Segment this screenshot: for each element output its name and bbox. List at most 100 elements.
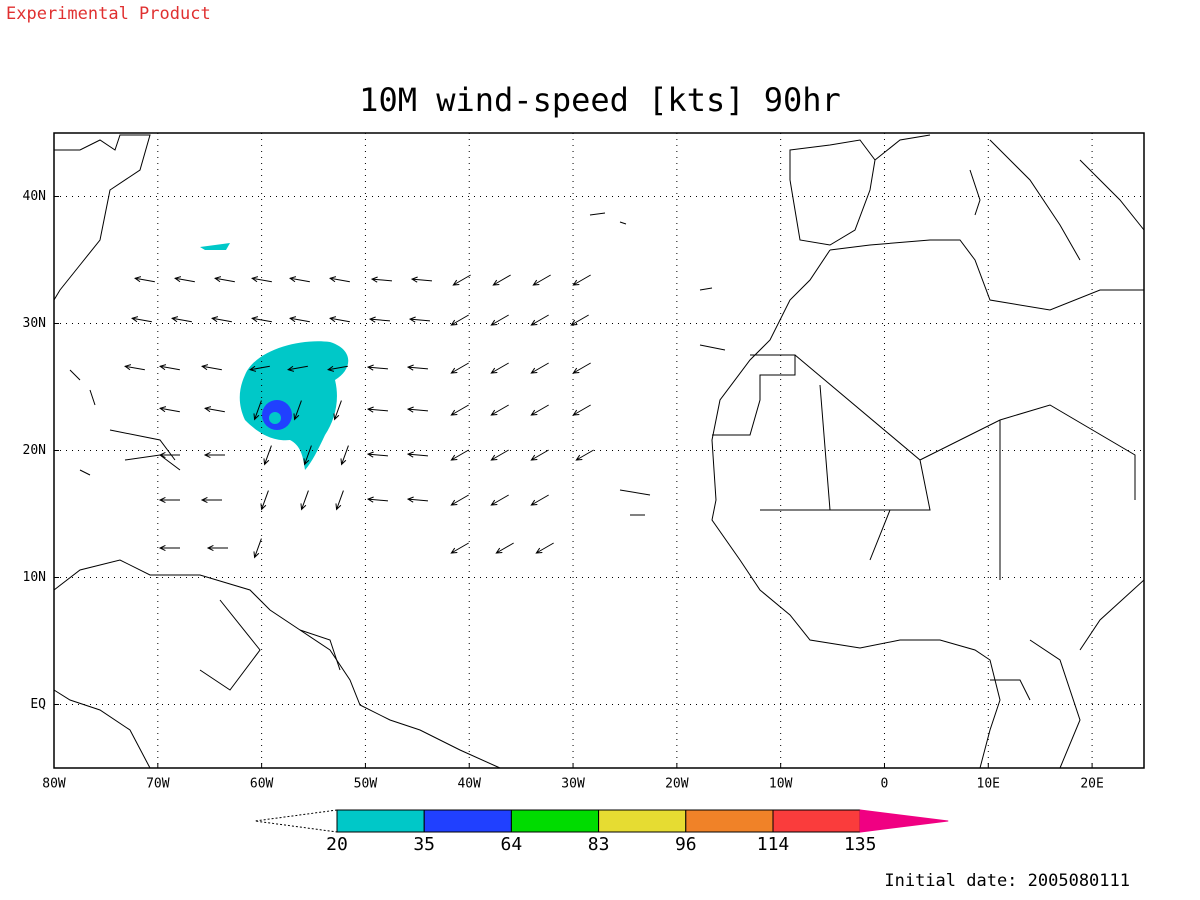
colorbar-over (859, 809, 949, 833)
wind-arrow (159, 364, 180, 371)
wind-arrow (289, 276, 310, 283)
lon-tick-label: 40W (457, 777, 481, 792)
wind-arrow (572, 404, 591, 416)
wind-arrow (200, 496, 222, 504)
coastline (711, 249, 1001, 769)
wind-arrow (293, 400, 302, 421)
lon-tick-label: 20E (1080, 777, 1103, 792)
colorbar-under (254, 809, 338, 833)
wind-arrow (490, 449, 509, 461)
wind-vectors (124, 274, 594, 559)
wind-arrow (530, 449, 549, 461)
wind-arrow (572, 362, 591, 374)
wind-arrow (263, 445, 272, 466)
wind-arrow (204, 406, 225, 413)
wind-arrow (287, 365, 308, 372)
wind-arrow (450, 494, 469, 506)
map (53, 132, 1145, 769)
lon-tick-label: 30W (561, 777, 585, 792)
wind-arrow (490, 494, 509, 506)
colorbar-label: 64 (501, 834, 523, 855)
wind-arrow (158, 496, 180, 504)
wind-arrow (575, 449, 594, 461)
wind-arrow (201, 364, 222, 371)
wind-arrow (158, 451, 180, 459)
product-label: Experimental Product (6, 4, 211, 24)
wind-arrow (124, 364, 145, 371)
colorbar-segment (510, 809, 600, 833)
colorbar-label: 83 (588, 834, 610, 855)
wind-arrow (370, 276, 393, 283)
lon-tick-label: 80W (42, 777, 66, 792)
wind-arrow (368, 316, 391, 323)
lon-tick-label: 70W (146, 777, 170, 792)
wind-arrow (572, 274, 591, 286)
wind-arrow (171, 316, 192, 323)
wind-arrow (253, 400, 262, 421)
coastline (874, 134, 1145, 261)
coastline (829, 239, 1144, 311)
wind-arrow (253, 538, 262, 559)
coastline (53, 599, 341, 769)
wind-arrow (289, 316, 310, 323)
colorbar-segment (336, 809, 425, 833)
colorbar-label: 114 (757, 834, 790, 855)
coastline (53, 559, 501, 769)
wind-arrow (366, 451, 389, 458)
lon-tick-label: 0 (881, 777, 889, 792)
wind-arrow (335, 490, 344, 511)
wind-arrow (530, 362, 549, 374)
wind-arrow (366, 364, 389, 371)
wind-arrow (134, 276, 155, 283)
lat-tick-label: 20N (23, 443, 46, 458)
wind-arrow (532, 274, 551, 286)
wind-arrow (406, 406, 429, 413)
wind-arrow (450, 362, 469, 374)
wind-area (239, 341, 349, 470)
wind-arrow (450, 542, 469, 554)
wind-arrow (450, 449, 469, 461)
lon-tick-label: 10E (977, 777, 1000, 792)
wind-arrow (530, 404, 549, 416)
lon-tick-label: 60W (250, 777, 274, 792)
wind-area (200, 243, 230, 250)
wind-arrow (159, 406, 180, 413)
wind-arrow (131, 316, 152, 323)
colorbar-label: 35 (413, 834, 435, 855)
wind-arrow (158, 544, 180, 552)
wind-arrow (492, 274, 511, 286)
coastline (990, 579, 1145, 769)
coastline (589, 212, 726, 516)
wind-arrow (327, 365, 348, 372)
wind-arrow (530, 494, 549, 506)
wind-arrow (329, 276, 350, 283)
wind-arrow (300, 490, 309, 511)
lat-tick-label: 30N (23, 316, 46, 331)
lon-tick-label: 50W (354, 777, 378, 792)
wind-arrow (490, 404, 509, 416)
wind-arrow (535, 542, 554, 554)
colorbar-label: 20 (326, 834, 348, 855)
wind-arrow (410, 276, 433, 283)
wind-arrow (249, 365, 270, 372)
colorbar-segment (685, 809, 774, 833)
colorbar-segment (598, 809, 687, 833)
wind-eye (269, 412, 281, 424)
initial-date: Initial date: 2005080111 (884, 871, 1130, 891)
wind-arrow (366, 406, 389, 413)
map-frame (53, 132, 1145, 769)
coastline (53, 134, 151, 301)
lat-tick-label: 10N (23, 570, 46, 585)
lat-tick-label: 40N (23, 189, 46, 204)
lon-tick-label: 10W (769, 777, 793, 792)
wind-arrow (406, 451, 429, 458)
wind-arrow (303, 445, 312, 466)
coastline (712, 354, 1136, 580)
wind-arrow (490, 314, 509, 326)
title: 10M wind-speed [kts] 90hr (359, 81, 841, 119)
wind-arrow (329, 316, 350, 323)
coastline (789, 139, 876, 246)
wind-arrow (174, 276, 195, 283)
wind-arrow (406, 364, 429, 371)
